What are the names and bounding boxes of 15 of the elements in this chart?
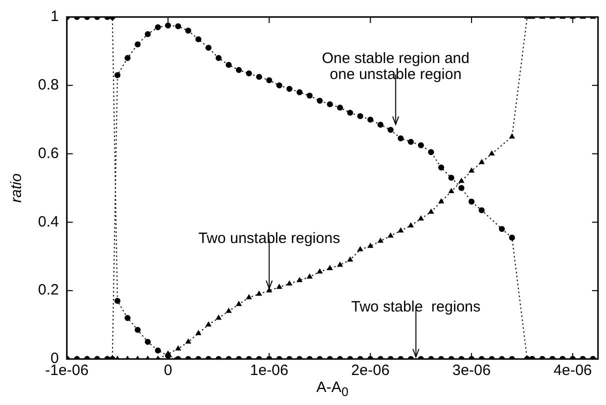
annotation: One stable region and one unstable region <box>322 50 470 84</box>
annotation: Two stable regions <box>351 298 481 316</box>
annotation: Two unstable regions <box>198 230 340 248</box>
y-tick-label: 0.8 <box>38 76 59 94</box>
x-tick-label: 2e-06 <box>351 362 390 380</box>
y-tick-label: 0.2 <box>38 282 59 299</box>
y-tick-label: 1 <box>50 8 59 26</box>
x-tick-label: 3e-06 <box>452 362 491 380</box>
y-axis-title: ratio <box>8 173 26 203</box>
y-tick-label: 0.6 <box>38 144 59 162</box>
y-tick-label: 0.4 <box>38 213 59 230</box>
x-tick-label: 1e-06 <box>250 362 288 380</box>
x-tick-label: 0 <box>164 362 172 380</box>
x-axis-title: A-A$_{0}$ <box>316 379 348 399</box>
x-tick-label: 4e-06 <box>554 362 592 380</box>
